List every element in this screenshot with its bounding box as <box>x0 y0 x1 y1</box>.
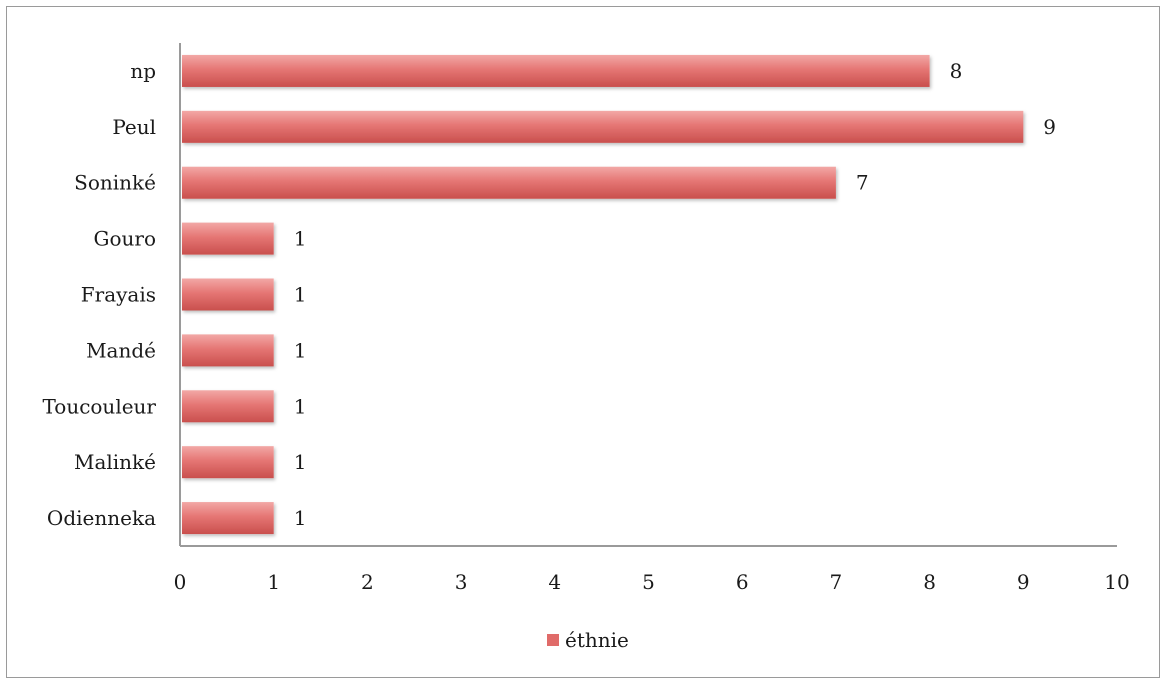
category-label-3: Gouro <box>94 227 157 251</box>
bar-3 <box>182 222 274 255</box>
value-label-6: 1 <box>294 394 307 418</box>
category-label-4: Frayais <box>81 283 156 307</box>
bar-8 <box>182 502 274 535</box>
category-label-1: Peul <box>112 115 156 139</box>
value-label-0: 8 <box>950 59 963 83</box>
category-label-8: Odienneka <box>47 506 156 530</box>
value-label-8: 1 <box>294 506 307 530</box>
bar-4 <box>182 278 274 311</box>
x-tick-label-2: 2 <box>361 570 374 594</box>
value-label-5: 1 <box>294 338 307 362</box>
x-tick-label-10: 10 <box>1104 570 1129 594</box>
x-tick-label-1: 1 <box>267 570 280 594</box>
x-tick-label-7: 7 <box>830 570 843 594</box>
bar-7 <box>182 446 274 479</box>
bar-1 <box>182 110 1024 143</box>
x-tick-label-0: 0 <box>174 570 187 594</box>
value-label-1: 9 <box>1043 115 1056 139</box>
value-label-2: 7 <box>856 171 869 195</box>
chart-frame: np 8 Peul 9 Soninké 7 Gouro 1 Frayais 1 Mandé 1 Touc… <box>6 6 1160 678</box>
value-label-4: 1 <box>294 283 307 307</box>
labels-layer: np 8 Peul 9 Soninké 7 Gouro 1 Frayais 1 Mandé 1 Touc… <box>42 59 1129 594</box>
x-tick-label-4: 4 <box>548 570 561 594</box>
category-label-7: Malinké <box>74 450 156 474</box>
bar-0 <box>182 54 930 87</box>
category-label-6: Toucouleur <box>42 394 156 418</box>
bars-layer <box>182 54 1024 535</box>
legend: éthnie <box>547 628 629 652</box>
value-label-3: 1 <box>294 227 307 251</box>
axes-layer <box>179 43 1117 547</box>
category-label-5: Mandé <box>86 338 156 362</box>
x-tick-label-5: 5 <box>642 570 655 594</box>
x-tick-label-3: 3 <box>455 570 468 594</box>
bar-chart: np 8 Peul 9 Soninké 7 Gouro 1 Frayais 1 Mandé 1 Touc… <box>42 43 1130 652</box>
value-label-7: 1 <box>294 450 307 474</box>
bar-2 <box>182 166 836 199</box>
x-tick-label-6: 6 <box>736 570 749 594</box>
bar-5 <box>182 334 274 367</box>
category-label-2: Soninké <box>74 171 156 195</box>
bar-6 <box>182 390 274 423</box>
x-tick-label-9: 9 <box>1017 570 1030 594</box>
legend-swatch <box>547 634 559 646</box>
legend-label: éthnie <box>565 628 629 652</box>
x-tick-label-8: 8 <box>923 570 936 594</box>
category-label-0: np <box>130 59 156 83</box>
